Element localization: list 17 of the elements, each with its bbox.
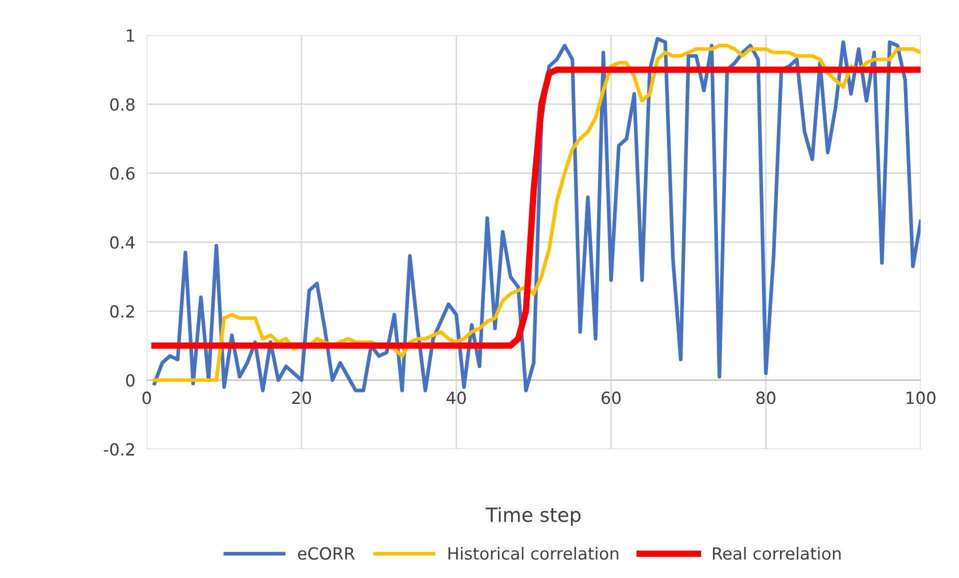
y-tick-label: 1 — [126, 29, 134, 42]
x-tick-label: 40 — [446, 392, 466, 404]
y-tick-label: 0 — [126, 374, 135, 387]
y-tick-label: 0.4 — [110, 236, 135, 249]
x-axis-title: Time step — [486, 507, 581, 526]
legend-label: Historical correlation — [448, 546, 618, 560]
legend-label: eCORR — [298, 547, 355, 560]
legend-label: Real correlation — [712, 546, 841, 560]
x-tick-label: 60 — [602, 392, 621, 404]
y-tick-label: 0.2 — [110, 305, 134, 318]
y-tick-label: 0.6 — [110, 167, 135, 180]
y-tick-label: -0.2 — [104, 443, 134, 456]
x-tick-label: 20 — [292, 392, 312, 404]
x-tick-label: 80 — [756, 392, 776, 404]
x-tick-label: 0 — [142, 392, 151, 404]
y-tick-label: 0.8 — [110, 98, 134, 111]
x-tick-label: 100 — [906, 392, 936, 404]
